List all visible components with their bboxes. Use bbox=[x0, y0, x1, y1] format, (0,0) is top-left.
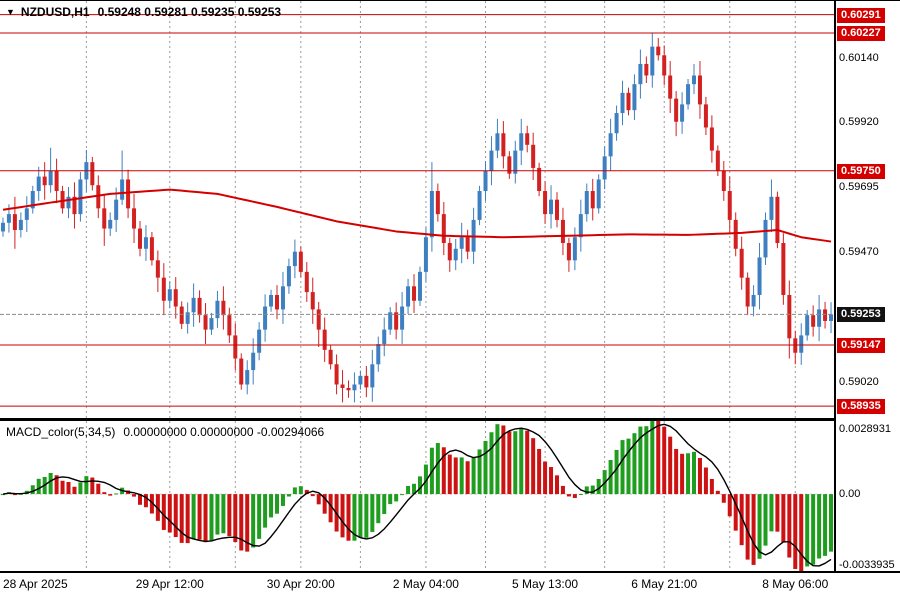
price-axis-label: 0.59470 bbox=[839, 245, 879, 258]
macd-axis-label: -0.0033935 bbox=[839, 559, 895, 571]
macd-indicator-canvas[interactable] bbox=[0, 421, 834, 571]
macd-indicator-header: MACD_color(5,34,5) 0.00000000 0.00000000 … bbox=[6, 425, 324, 439]
macd-indicator-values: 0.00000000 0.00000000 -0.00294066 bbox=[123, 425, 325, 439]
symbol-dropdown-icon[interactable]: ▼ bbox=[6, 7, 15, 17]
time-axis-label: 8 May 06:00 bbox=[762, 577, 829, 591]
panel-separator[interactable] bbox=[0, 418, 900, 421]
current-price-badge: 0.59253 bbox=[837, 307, 885, 323]
time-axis[interactable]: 28 Apr 2025 29 Apr 12:00 30 Apr 20:00 2 May… bbox=[0, 575, 900, 600]
time-axis-label: 6 May 21:00 bbox=[631, 577, 698, 591]
ohlc-values: 0.59248 0.59281 0.59235 0.59253 bbox=[97, 5, 282, 19]
price-axis-label: 0.60140 bbox=[839, 52, 879, 65]
time-axis-label: 30 Apr 20:00 bbox=[266, 577, 335, 591]
price-axis-label: 0.59920 bbox=[839, 115, 879, 128]
price-axis[interactable]: 0.60291 0.60227 0.60140 0.59920 0.59750 0.596… bbox=[834, 1, 900, 571]
macd-axis-label: 0.0028931 bbox=[839, 423, 891, 435]
price-axis-label: 0.59695 bbox=[839, 180, 879, 193]
price-level-badge: 0.58935 bbox=[837, 399, 885, 415]
symbol-title: NZDUSD,H1 bbox=[20, 5, 90, 19]
price-level-badge: 0.60291 bbox=[837, 7, 885, 23]
price-axis-label: 0.59020 bbox=[839, 375, 879, 388]
bottom-separator bbox=[0, 571, 900, 573]
chart-header: ▼ NZDUSD,H1 0.59248 0.59281 0.59235 0.5925… bbox=[6, 5, 281, 19]
macd-axis-label: 0.00 bbox=[839, 488, 861, 501]
macd-indicator-label: MACD_color(5,34,5) bbox=[6, 425, 116, 439]
price-level-badge: 0.59750 bbox=[837, 163, 885, 179]
price-level-badge: 0.59147 bbox=[837, 337, 885, 353]
time-axis-label: 5 May 13:00 bbox=[512, 577, 579, 591]
time-axis-label: 29 Apr 12:00 bbox=[135, 577, 204, 591]
time-axis-label: 2 May 04:00 bbox=[392, 577, 459, 591]
time-axis-label: 28 Apr 2025 bbox=[3, 577, 68, 591]
price-level-badge: 0.60227 bbox=[837, 26, 885, 42]
price-chart-canvas[interactable] bbox=[0, 1, 834, 418]
